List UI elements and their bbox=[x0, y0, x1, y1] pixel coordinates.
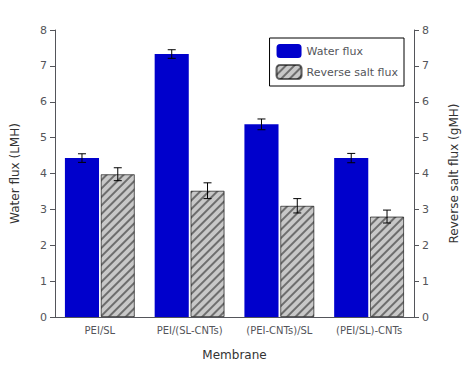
svg-text:6: 6 bbox=[422, 95, 429, 108]
svg-text:4: 4 bbox=[40, 167, 47, 180]
svg-text:Water flux (LMH): Water flux (LMH) bbox=[8, 123, 22, 224]
svg-text:(PEI/SL)-CNTs: (PEI/SL)-CNTs bbox=[336, 325, 402, 336]
svg-text:3: 3 bbox=[40, 203, 47, 216]
svg-text:(PEI-CNTs)/SL: (PEI-CNTs)/SL bbox=[246, 325, 313, 336]
svg-text:Water flux: Water flux bbox=[307, 45, 364, 58]
svg-text:PEI/SL: PEI/SL bbox=[85, 325, 116, 336]
svg-text:7: 7 bbox=[40, 59, 47, 72]
svg-text:5: 5 bbox=[40, 131, 47, 144]
svg-text:1: 1 bbox=[422, 275, 429, 288]
svg-text:4: 4 bbox=[422, 167, 429, 180]
svg-text:1: 1 bbox=[40, 275, 47, 288]
svg-text:Reverse salt flux: Reverse salt flux bbox=[307, 66, 399, 79]
svg-text:0: 0 bbox=[40, 311, 47, 324]
svg-text:Reverse salt flux (gMH): Reverse salt flux (gMH) bbox=[447, 104, 461, 244]
svg-text:PEI/(SL-CNTs): PEI/(SL-CNTs) bbox=[157, 325, 223, 336]
svg-text:2: 2 bbox=[40, 239, 47, 252]
svg-text:3: 3 bbox=[422, 203, 429, 216]
svg-text:6: 6 bbox=[40, 95, 47, 108]
svg-text:Membrane: Membrane bbox=[202, 348, 266, 362]
svg-text:5: 5 bbox=[422, 131, 429, 144]
svg-text:2: 2 bbox=[422, 239, 429, 252]
svg-text:7: 7 bbox=[422, 59, 429, 72]
svg-text:8: 8 bbox=[422, 24, 429, 37]
svg-text:8: 8 bbox=[40, 24, 47, 37]
svg-text:0: 0 bbox=[422, 311, 429, 324]
